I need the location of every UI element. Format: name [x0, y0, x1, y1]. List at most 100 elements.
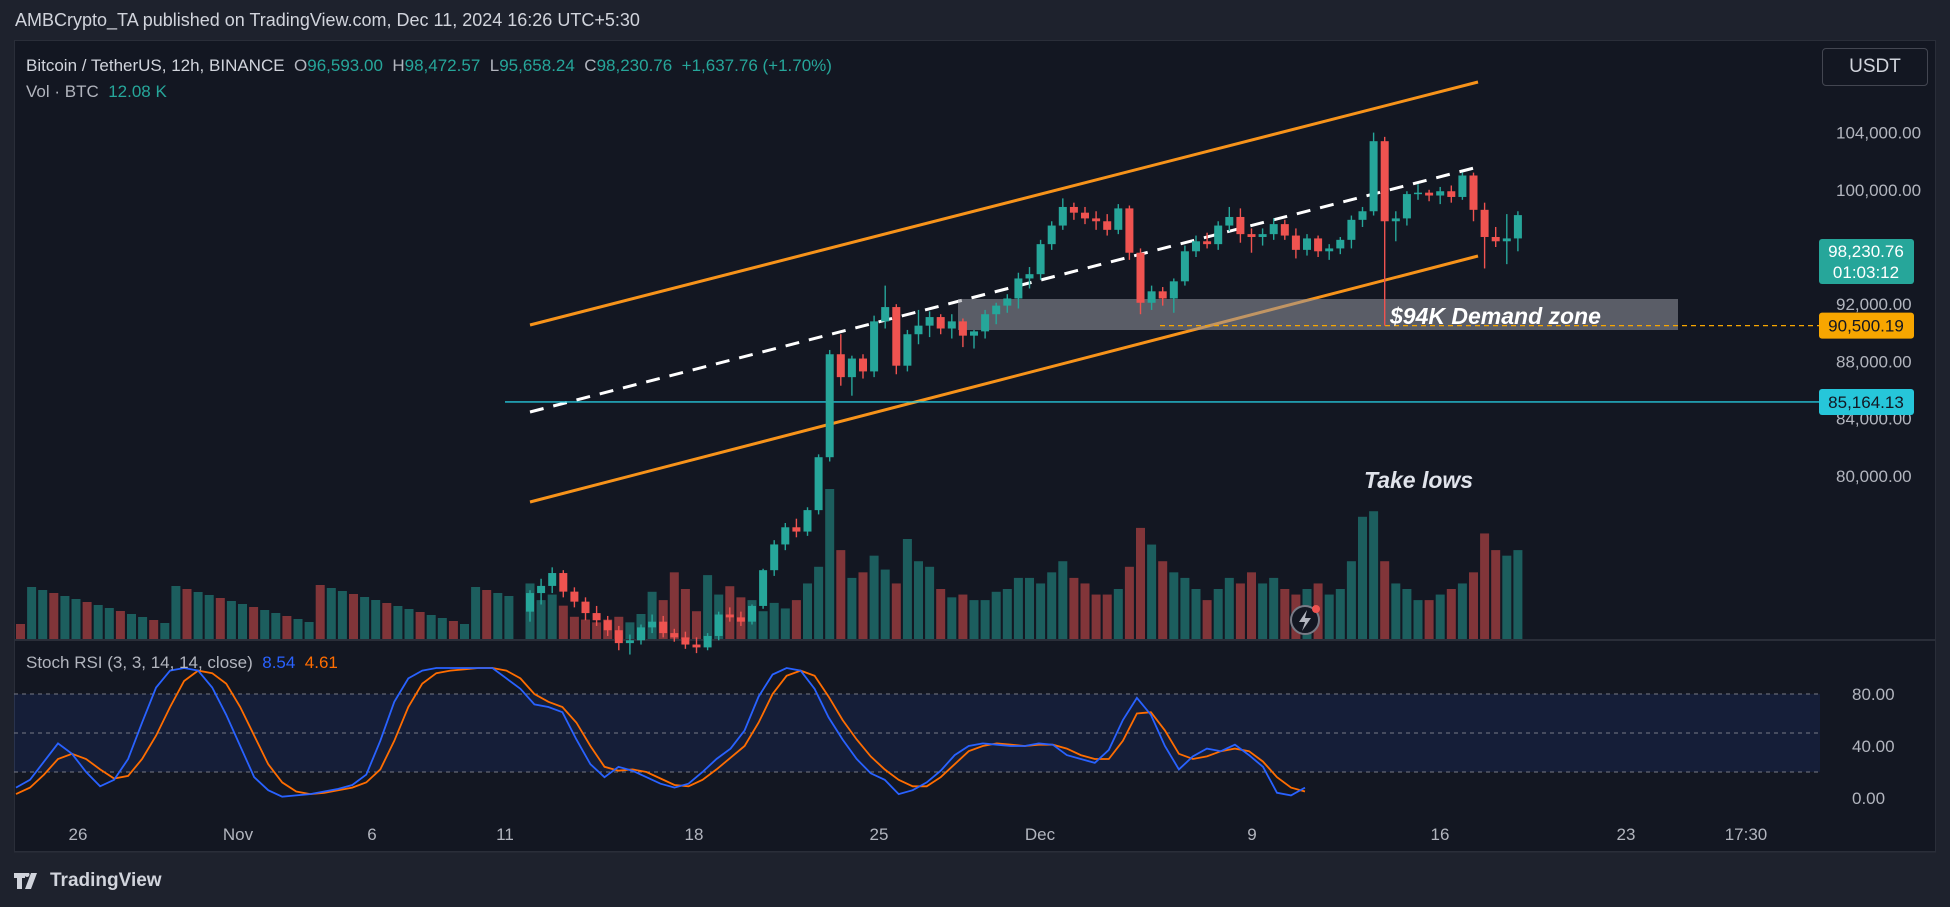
volume-bar	[680, 589, 690, 639]
stoch-d-line	[15, 667, 1306, 796]
candle-body	[1081, 212, 1089, 219]
volume-bar	[969, 600, 979, 639]
candle-body	[725, 614, 734, 618]
stoch-k-line	[15, 667, 1306, 798]
volume-bar	[769, 602, 779, 639]
change-value: +1,637.76 (+1.70%)	[681, 56, 832, 75]
time-tick-label: 18	[685, 825, 704, 844]
volume-bar	[448, 621, 458, 639]
volume-bar	[1346, 561, 1356, 639]
candle-body	[1469, 175, 1478, 210]
volume-bar	[27, 587, 37, 639]
price-tags: 98,230.76 01:03:12 90,500.19 85,164.13	[1819, 239, 1914, 415]
volume-bar	[16, 624, 25, 639]
currency-button[interactable]: USDT	[1822, 48, 1928, 86]
candle-body	[1491, 236, 1500, 242]
volume-bar	[260, 610, 270, 639]
volume-bar	[925, 566, 935, 639]
volume-bar	[1402, 589, 1412, 639]
time-tick-label: 16	[1431, 825, 1450, 844]
volume-bar	[1224, 577, 1234, 639]
volume-bar	[1469, 572, 1478, 639]
candle-body	[1291, 235, 1300, 250]
candle-body	[1158, 291, 1167, 299]
annotations: $94K Demand zone Take lows	[1290, 303, 1601, 635]
volume-bar	[880, 569, 890, 639]
chart-panel[interactable]	[14, 40, 1936, 852]
candle-body	[1480, 209, 1489, 237]
footer: TradingView	[14, 866, 162, 896]
candle-body	[670, 633, 679, 638]
candle-body	[1247, 234, 1256, 237]
candle-body	[570, 591, 579, 602]
volume-bar	[692, 611, 701, 639]
demand-zone-label: $94K Demand zone	[1389, 303, 1601, 329]
candle-body	[537, 585, 546, 594]
time-tick-label: Nov	[223, 825, 254, 844]
candle-body	[1014, 278, 1023, 299]
volume-bar	[493, 593, 503, 639]
candle-body	[958, 321, 967, 336]
volume-bar	[1457, 583, 1467, 639]
volume-bar	[482, 590, 492, 639]
candle-body	[625, 640, 634, 644]
volume-bar	[847, 577, 857, 639]
take-lows-tag	[1819, 388, 1914, 415]
volume-bar	[1213, 589, 1223, 639]
volume-bar	[437, 618, 447, 639]
candle-body	[736, 617, 745, 622]
volume-bar	[149, 620, 159, 639]
wick-low-tag	[1819, 312, 1914, 339]
candle-body	[592, 613, 601, 621]
volume-bar	[238, 604, 247, 639]
candle-body	[781, 527, 790, 545]
candle-body	[1025, 274, 1034, 279]
candle-body	[1391, 218, 1400, 222]
candle-body	[759, 570, 768, 606]
volume-bar	[193, 592, 203, 639]
candle-body	[970, 331, 978, 336]
volume-bar	[82, 602, 92, 639]
volume-bar	[460, 624, 469, 639]
volume-bar	[780, 608, 790, 639]
volume-bar	[1113, 589, 1123, 639]
volume-bar	[1080, 583, 1090, 639]
volume-bar	[282, 616, 292, 639]
volume-bar	[1013, 577, 1023, 639]
volume-bar	[171, 586, 181, 639]
volume-bar	[1025, 577, 1034, 639]
candle-body	[559, 573, 568, 592]
price-tick-label: 100,000.00	[1836, 181, 1921, 200]
volume-bar	[71, 599, 81, 639]
volume-bar	[226, 601, 236, 639]
volume-bar	[836, 550, 846, 639]
volume-bar	[569, 616, 579, 639]
volume-bar	[271, 613, 281, 639]
last-price-tag	[1819, 239, 1914, 284]
candle-body	[1114, 208, 1123, 230]
candle-body	[914, 325, 923, 335]
volume-bar	[182, 589, 192, 639]
volume-bar	[814, 566, 824, 639]
volume-bar	[592, 622, 602, 639]
volume-bar	[404, 609, 414, 639]
candle-body	[1325, 248, 1334, 252]
volume-bar	[1247, 572, 1256, 639]
candle-body	[1147, 291, 1156, 303]
stoch-lines	[15, 667, 1306, 798]
candle-body	[1358, 211, 1367, 220]
volume-bar	[858, 572, 868, 639]
volume-bar	[127, 614, 136, 639]
candle-body	[1214, 225, 1223, 245]
volume-bar	[1180, 577, 1190, 639]
candle-body	[1336, 239, 1345, 249]
high-label: H	[392, 56, 405, 75]
symbol-legend: Bitcoin / TetherUS, 12h, BINANCE O96,593…	[26, 53, 832, 105]
stoch-label: Stoch RSI (3, 3, 14, 14, close)	[26, 653, 253, 672]
volume-bar	[382, 603, 392, 639]
countdown-label: 01:03:12	[1833, 263, 1899, 282]
volume-bar	[902, 539, 912, 639]
high-value: 98,472.57	[404, 56, 481, 75]
volume-bar	[1369, 511, 1379, 639]
